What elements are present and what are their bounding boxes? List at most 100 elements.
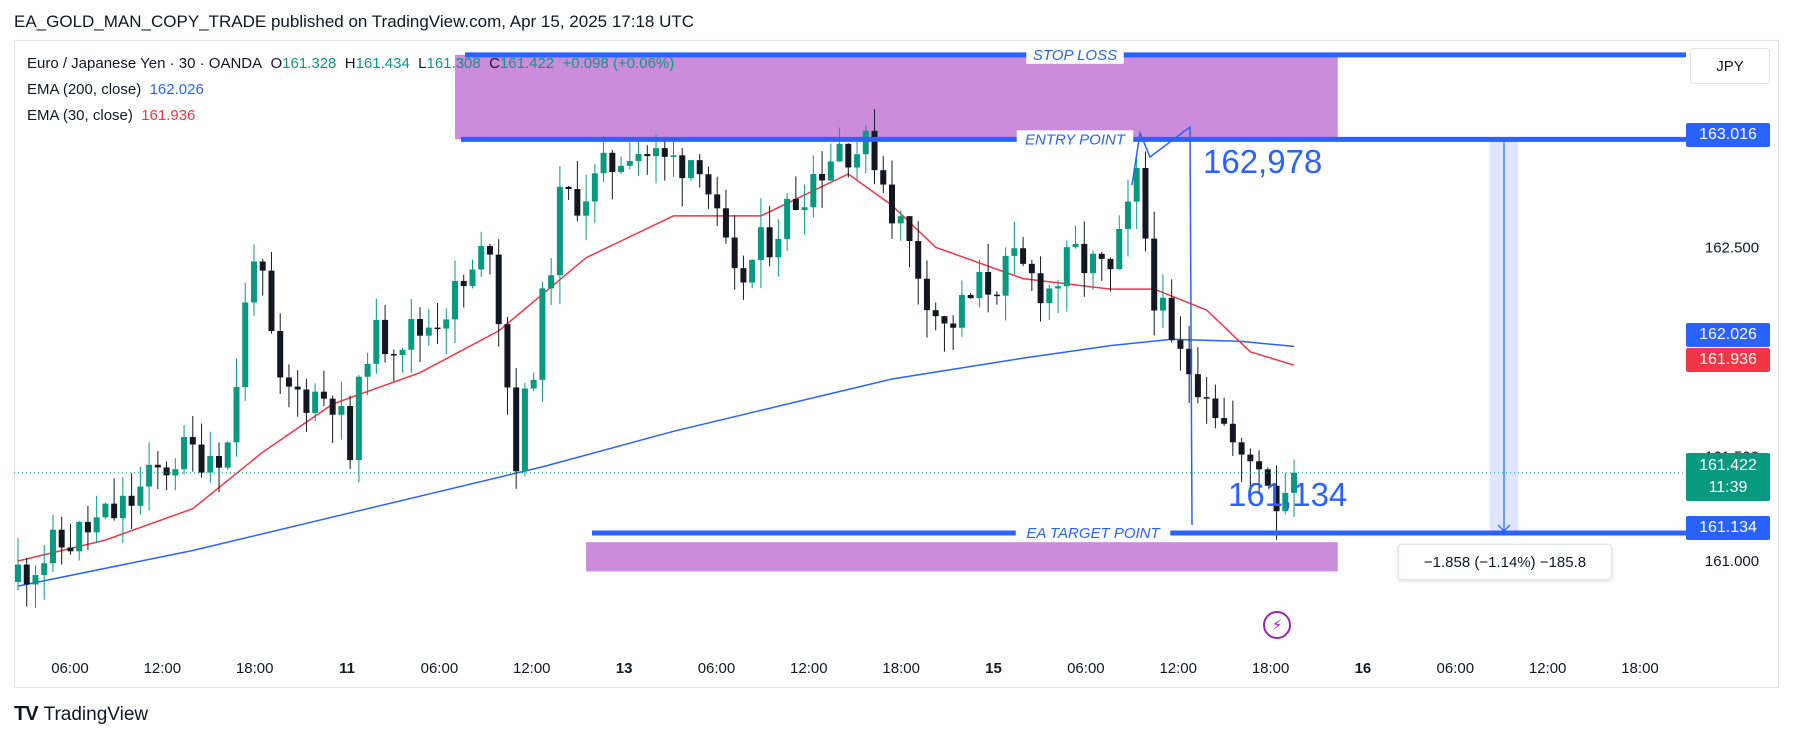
candle-body <box>757 227 764 260</box>
candle-body <box>609 152 616 173</box>
candle-body <box>486 246 493 255</box>
tradingview-logo[interactable]: TV TradingView <box>14 703 148 726</box>
candle-body <box>880 170 887 185</box>
legend-h-label: H <box>344 55 356 72</box>
candle-body <box>434 327 441 330</box>
candle-body <box>1177 340 1184 349</box>
candle-body <box>303 389 310 413</box>
legend-ema30[interactable]: EMA (30, close) 161.936 <box>27 107 195 124</box>
x-tick-label: 12:00 <box>513 660 551 677</box>
candle-body <box>15 564 21 582</box>
legend-o-label: O <box>270 55 283 72</box>
candle-body <box>687 160 694 179</box>
candle-body <box>1273 485 1280 512</box>
candle-body <box>696 160 703 175</box>
candle-body <box>889 184 895 224</box>
candle-body <box>189 437 196 445</box>
candle-body <box>950 323 957 328</box>
candle-body <box>119 495 126 519</box>
candles-layer <box>15 109 1298 608</box>
candle-body <box>845 143 852 168</box>
candle-body <box>242 302 249 388</box>
legend-open: 161.328 <box>282 55 337 72</box>
candle-body <box>163 467 170 476</box>
candle-body <box>985 272 992 295</box>
stop-zone <box>455 54 1338 140</box>
candle-body <box>207 456 214 473</box>
candle-body <box>792 198 799 211</box>
candle-body <box>1291 472 1298 493</box>
candle-body <box>443 319 450 329</box>
legend-change: +0.098 (+0.06%) <box>562 55 675 72</box>
candle-body <box>1264 469 1271 486</box>
candle-body <box>661 148 668 157</box>
candle-body <box>102 503 109 518</box>
candle-body <box>268 270 275 332</box>
candle-body <box>1081 243 1088 274</box>
legend-ohlc: Euro / Japanese Yen · 30 · OANDA O161.32… <box>27 55 674 72</box>
projection-arrow <box>1131 125 1193 526</box>
candle-body <box>653 148 660 157</box>
candle-body <box>1020 248 1027 264</box>
candle-body <box>23 564 30 585</box>
candle-body <box>469 269 476 287</box>
x-tick-label: 12:00 <box>144 660 182 677</box>
candle-body <box>504 324 511 388</box>
candle-body <box>1151 238 1158 311</box>
candle-body <box>355 376 362 461</box>
legend-symbol: Euro / Japanese Yen · 30 · OANDA <box>27 55 263 72</box>
candle-body <box>1002 255 1009 296</box>
candle-body <box>1212 398 1219 419</box>
lightning-icon[interactable]: ⚡ <box>1263 611 1291 639</box>
ema30-price-tag: 161.936 <box>1686 348 1770 372</box>
candle-body <box>644 154 651 157</box>
measure-tooltip: −1.858 (−1.14%) −185.8 <box>1398 544 1612 580</box>
x-tick-label: 15 <box>985 660 1002 677</box>
y-tick-label: 162.500 <box>1705 239 1759 256</box>
candle-body <box>347 406 354 461</box>
x-tick-label: 06:00 <box>1067 660 1105 677</box>
candle-body <box>766 227 773 258</box>
y-tick-label: 161.000 <box>1705 553 1759 570</box>
x-tick-label: 11 <box>339 660 355 677</box>
candle-body <box>399 349 406 356</box>
target-zone <box>586 542 1338 572</box>
legend-ema200[interactable]: EMA (200, close) 162.026 <box>27 81 204 98</box>
candle-body <box>329 398 336 415</box>
candle-body <box>154 464 161 468</box>
candle-body <box>941 316 948 324</box>
current-price: 161.422 <box>1699 457 1757 474</box>
candle-body <box>373 319 380 364</box>
candle-body <box>810 173 817 208</box>
target-price-tag: 161.134 <box>1686 516 1770 540</box>
zones-layer <box>455 54 1338 572</box>
x-tick-label: 13 <box>616 660 633 677</box>
candle-body <box>312 391 319 413</box>
candle-body <box>1203 397 1210 399</box>
currency-button[interactable]: JPY <box>1690 48 1770 84</box>
candle-body <box>1063 247 1070 287</box>
candle-body <box>836 143 843 162</box>
candle-body <box>635 154 642 161</box>
ema200-value: 162.026 <box>149 81 204 98</box>
candle-body <box>1256 461 1263 470</box>
candle-body <box>530 379 537 389</box>
candle-body <box>1247 454 1254 462</box>
entry-price-tag: 163.016 <box>1686 123 1770 147</box>
candle-body <box>408 319 415 350</box>
candle-body <box>1037 273 1044 304</box>
candle-body <box>67 547 74 552</box>
candle-body <box>32 575 39 585</box>
candle-body <box>1098 253 1105 259</box>
candle-body <box>1142 167 1149 239</box>
candle-body <box>626 160 633 166</box>
candle-body <box>1194 374 1201 398</box>
candle-body <box>1159 297 1166 311</box>
candle-body <box>565 186 572 190</box>
candle-body <box>259 261 266 271</box>
candle-body <box>224 442 231 468</box>
candle-body <box>539 288 546 380</box>
legend-low: 161.308 <box>426 55 481 72</box>
candle-body <box>871 130 878 171</box>
